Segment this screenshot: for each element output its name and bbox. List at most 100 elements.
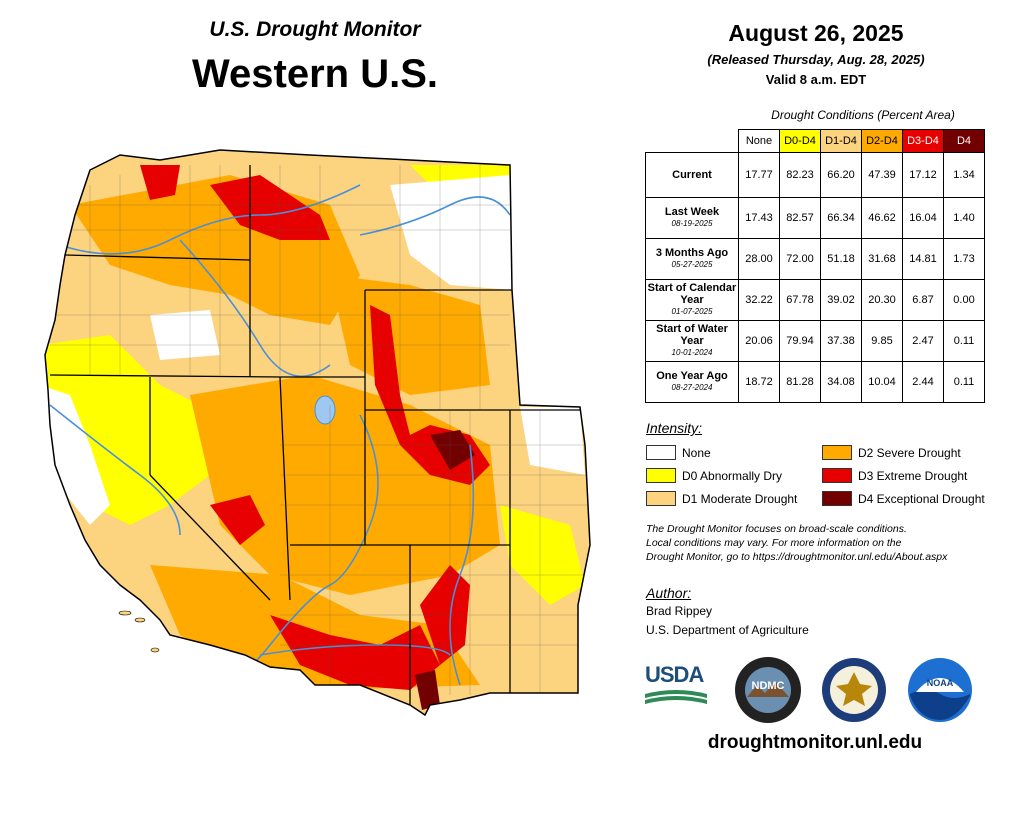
table-cell: 1.34 — [943, 152, 985, 198]
table-cell: 82.23 — [779, 152, 821, 198]
island-2 — [134, 617, 146, 623]
table-row: Current 17.77 82.23 66.20 47.39 17.12 1.34 — [645, 152, 985, 198]
legend-item-d2: D2 Severe Drought — [822, 445, 961, 460]
noaa-bird-icon — [916, 678, 964, 692]
map-date: August 26, 2025 — [728, 20, 904, 46]
legend-label: D1 Moderate Drought — [682, 491, 798, 506]
region-none-plains — [520, 407, 585, 475]
county-borders — [50, 165, 590, 695]
table-cell: 2.47 — [902, 320, 944, 362]
table-row: Last Week 08-19-2025 17.43 82.57 66.34 46.62 1… — [645, 197, 985, 239]
legend-swatch — [822, 445, 852, 460]
table-cell: 17.12 — [902, 152, 944, 198]
row-label-text: Last Week — [664, 206, 720, 218]
legend-swatch — [822, 468, 852, 483]
row-label-text: One Year Ago — [656, 370, 728, 382]
noaa-logo: NOAA — [908, 658, 972, 722]
legend-swatch — [646, 491, 676, 506]
col-header: D3-D4 — [902, 129, 944, 153]
row-date: 08-19-2025 — [671, 219, 713, 228]
legend-label: None — [682, 445, 711, 460]
region-none-montana — [390, 175, 512, 290]
table-cell: 47.39 — [861, 152, 903, 198]
region-outline — [44, 149, 591, 717]
table-cell: 2.44 — [902, 361, 944, 403]
border-wa-or — [64, 254, 251, 261]
table-cell: 16.04 — [902, 197, 944, 239]
legend-label: D0 Abnormally Dry — [682, 468, 783, 483]
table-cell: 66.34 — [820, 197, 862, 239]
county-lines-vertical — [89, 165, 541, 695]
table-cell: 39.02 — [820, 279, 862, 321]
row-label: Current — [645, 152, 739, 198]
river-columbia — [59, 184, 361, 255]
table-cell: 17.43 — [738, 197, 780, 239]
region-d3-nevada — [210, 495, 265, 545]
legend-label: D3 Extreme Drought — [858, 468, 968, 483]
row-label: 3 Months Ago 05-27-2025 — [645, 238, 739, 280]
col-header: D4 — [943, 129, 985, 153]
website-url[interactable]: droughtmonitor.unl.edu — [707, 732, 923, 753]
row-label: Start of Calendar Year 01-07-2025 — [645, 279, 739, 321]
commerce-seal-logo — [822, 658, 886, 722]
table-cell: 28.00 — [738, 238, 780, 280]
border-nv-ut — [279, 376, 291, 601]
table-header-row: None D0-D4 D1-D4 D2-D4 D3-D4 D4 — [646, 129, 985, 153]
table-cell: 46.62 — [861, 197, 903, 239]
row-date: 08-27-2024 — [671, 383, 713, 392]
table-row: Start of Water Year 10-01-2024 20.06 79.94 3… — [645, 320, 985, 362]
row-label: Start of Water Year 10-01-2024 — [645, 320, 739, 362]
ndmc-logo-text: NDMC — [752, 680, 785, 692]
col-header: D1-D4 — [820, 129, 862, 153]
border-or-ca-nv — [49, 374, 281, 378]
usda-logo-stripes — [645, 690, 707, 704]
note-line-2: Local conditions may vary. For more info… — [646, 537, 902, 549]
region-d3-arizona — [270, 615, 440, 690]
col-header: None — [738, 129, 780, 153]
table-row: One Year Ago 08-27-2024 18.72 81.28 34.08 10.… — [645, 361, 985, 403]
row-label-text: Current — [672, 169, 712, 181]
legend-item-none: None — [646, 445, 711, 460]
table-cell: 51.18 — [820, 238, 862, 280]
legend-title: Intensity: — [646, 420, 703, 436]
table-cell: 9.85 — [861, 320, 903, 362]
ndmc-logo: NDMC — [735, 657, 801, 723]
valid-time: Valid 8 a.m. EDT — [765, 72, 867, 87]
table-cell: 20.06 — [738, 320, 780, 362]
table-cell: 67.78 — [779, 279, 821, 321]
table-cell: 0.11 — [943, 320, 985, 362]
row-label-text: Start of Water Year — [656, 323, 728, 347]
table-cell: 0.00 — [943, 279, 985, 321]
table-cell: 10.04 — [861, 361, 903, 403]
region-d3-washington — [140, 165, 180, 200]
legend-swatch — [822, 491, 852, 506]
legend-item-d4: D4 Exceptional Drought — [822, 491, 985, 506]
ndmc-mountains — [747, 681, 789, 697]
author-organization: U.S. Department of Agriculture — [646, 623, 809, 637]
row-label-text: 3 Months Ago — [655, 247, 729, 259]
island-3 — [150, 647, 160, 653]
region-d0-east — [500, 505, 585, 605]
row-label-text: Start of Calendar Year — [647, 282, 737, 306]
channel-islands — [118, 610, 160, 653]
map-title: Western U.S. — [192, 52, 438, 96]
great-salt-lake — [314, 395, 336, 425]
table-cell: 18.72 — [738, 361, 780, 403]
table-cell: 1.73 — [943, 238, 985, 280]
county-lines-horizontal — [50, 204, 590, 646]
region-none-california-coast — [45, 385, 110, 525]
table-body: Current 17.77 82.23 66.20 47.39 17.12 1.34 Last… — [645, 152, 985, 403]
row-date: 05-27-2025 — [671, 260, 713, 269]
table-cell: 0.11 — [943, 361, 985, 403]
state-borders — [49, 165, 580, 705]
river-sacramento — [49, 404, 181, 536]
usda-stripe-1 — [645, 690, 707, 698]
drought-map — [44, 149, 591, 717]
row-date: 10-01-2024 — [671, 348, 713, 357]
table-row: 3 Months Ago 05-27-2025 28.00 72.00 51.18 31.… — [645, 238, 985, 280]
noaa-logo-text: NOAA — [927, 678, 954, 688]
table-cell: 34.08 — [820, 361, 862, 403]
table-cell: 82.57 — [779, 197, 821, 239]
usda-stripe-2 — [645, 696, 707, 704]
legend-item-d3: D3 Extreme Drought — [822, 468, 967, 483]
